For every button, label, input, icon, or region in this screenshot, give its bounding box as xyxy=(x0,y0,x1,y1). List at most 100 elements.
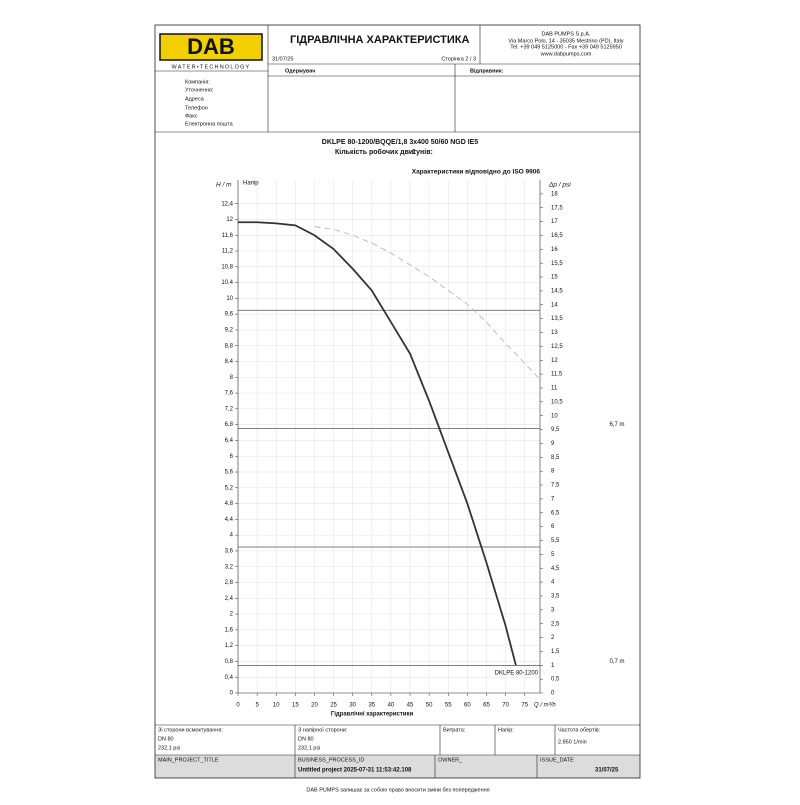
y-tick-label: 10 xyxy=(226,296,233,302)
footer-text: Витрата: xyxy=(443,727,466,733)
y-tick-label: 8 xyxy=(230,375,234,381)
y-tick-label: 7,2 xyxy=(225,406,234,412)
y2-tick-label: 17 xyxy=(551,219,558,225)
curve-label: DKLPE 80-1200 xyxy=(495,671,539,677)
y2-tick-label: 14,5 xyxy=(551,288,563,294)
y2-tick-label: 0 xyxy=(551,691,555,697)
y2-tick-label: 13,5 xyxy=(551,316,563,322)
footer-band xyxy=(155,755,640,778)
footer-text: OWNER_ xyxy=(438,757,463,763)
y-tick-label: 5,6 xyxy=(225,470,234,476)
page-number: Сторінка 2 / 3 xyxy=(441,56,476,62)
field-label: Компанія: xyxy=(185,79,210,85)
x-tick-label: 20 xyxy=(311,703,318,709)
footer-text: Untitled project 2025-07-31 11:53:42.108 xyxy=(298,768,412,774)
y-tick-label: 1,6 xyxy=(225,627,234,633)
x-tick-label: 60 xyxy=(464,703,471,709)
standard: Характеристики відповідно до ISO 9906 xyxy=(412,168,541,176)
y2-tick-label: 13 xyxy=(551,330,558,336)
y-tick-label: 12 xyxy=(226,217,233,223)
y-tick-label: 11,2 xyxy=(222,249,234,255)
y2-tick-label: 2 xyxy=(551,635,555,641)
y2-tick-label: 11,5 xyxy=(551,372,563,378)
y2-tick-label: 16,5 xyxy=(551,233,563,239)
y2-tick-label: 1 xyxy=(551,663,555,669)
recipient-label: Одержувач xyxy=(285,68,315,74)
footer-text: Частота обертів: xyxy=(558,727,601,733)
area-label: Напір xyxy=(243,181,259,187)
y-tick-label: 0 xyxy=(230,691,234,697)
y2-tick-label: 8 xyxy=(551,469,555,475)
chart-title: DKLPE 80-1200/BQQE/1,8 3x400 50/60 NGD I… xyxy=(322,139,479,146)
y-tick-label: 3,6 xyxy=(225,549,234,555)
footer-text: DN 80 xyxy=(158,736,174,742)
x-tick-label: 25 xyxy=(330,703,337,709)
field-label: Адреса xyxy=(185,96,205,102)
field-label: Уточнення: xyxy=(185,87,214,93)
y2-tick-label: 5,5 xyxy=(551,538,560,544)
field-label: Факс xyxy=(185,113,198,119)
footer-text: З напірної сторони: xyxy=(298,727,348,733)
y2-tick-label: 3 xyxy=(551,607,555,613)
x-tick-label: 45 xyxy=(407,703,414,709)
y-tick-label: 4,4 xyxy=(225,517,234,523)
footer-text: MAIN_PROJECT_TITLE xyxy=(158,757,219,763)
y2-tick-label: 15 xyxy=(551,275,558,281)
y-tick-label: 8,4 xyxy=(225,359,234,365)
footer-text: 232,1 psi xyxy=(158,745,180,751)
level-label: 0,7 m xyxy=(609,659,624,665)
y-tick-label: 2 xyxy=(230,612,234,618)
footer-text: Зі сторони всмоктування: xyxy=(158,727,223,733)
plot: 0 5 10 15 20 25 30 35 40 45 50 55 60 65 70 7500,40,81,2… xyxy=(221,180,625,709)
y-tick-label: 6,8 xyxy=(225,422,234,428)
company-line: DAB PUMPS S.p.A. xyxy=(542,31,591,37)
y2-tick-label: 12 xyxy=(551,358,558,364)
company-line: Tel. +39 049 5125000 - Fax +39 049 51259… xyxy=(510,44,622,50)
y2-tick-label: 0,5 xyxy=(551,677,560,683)
x-tick-label: 15 xyxy=(292,703,299,709)
y-tick-label: 10,8 xyxy=(221,264,233,270)
y2-tick-label: 15,5 xyxy=(551,261,563,267)
y-tick-label: 7,6 xyxy=(225,391,234,397)
y-tick-label: 0,8 xyxy=(225,659,234,665)
y-axis-label: H / m xyxy=(216,182,232,189)
y-tick-label: 6,4 xyxy=(225,438,234,444)
y-tick-label: 12,4 xyxy=(221,201,233,207)
logo: DAB xyxy=(187,34,235,59)
y-tick-label: 10,4 xyxy=(221,280,233,286)
field-label: Телефон xyxy=(185,105,208,111)
x-tick-label: 35 xyxy=(368,703,375,709)
y2-tick-label: 2,5 xyxy=(551,621,560,627)
footer-text: 2.850 1/min xyxy=(558,739,587,745)
y-tick-label: 2,8 xyxy=(225,580,234,586)
y2-tick-label: 1,5 xyxy=(551,649,560,655)
sender-label: Відправник: xyxy=(470,68,504,74)
y2-tick-label: 4,5 xyxy=(551,566,560,572)
curve xyxy=(314,226,541,380)
y2-tick-label: 14 xyxy=(551,302,558,308)
y-tick-label: 6 xyxy=(230,454,234,460)
x-tick-label: 0 xyxy=(236,703,240,709)
footer-text: Напір: xyxy=(498,727,514,733)
logo-box xyxy=(159,33,263,61)
company-line: www.dabpumps.com xyxy=(540,51,592,57)
y-tick-label: 11,6 xyxy=(222,233,234,239)
x-tick-label: 30 xyxy=(349,703,356,709)
footer-text: ISSUE_DATE xyxy=(540,757,574,763)
logo-tagline: WATER•TECHNOLOGY xyxy=(172,64,251,70)
y-tick-label: 4 xyxy=(230,533,234,539)
y2-tick-label: 9,5 xyxy=(551,427,560,433)
y2-tick-label: 4 xyxy=(551,580,555,586)
y2-tick-label: 6,5 xyxy=(551,510,560,516)
level-label: 6,7 m xyxy=(609,422,624,428)
y-tick-label: 9,2 xyxy=(225,328,234,334)
frame xyxy=(154,24,641,779)
y2-tick-label: 11 xyxy=(551,386,558,392)
x-tick-label: 70 xyxy=(502,703,509,709)
y-tick-label: 5,2 xyxy=(225,485,234,491)
y-tick-label: 2,4 xyxy=(225,596,234,602)
motors-count: 1 xyxy=(412,149,416,156)
x-tick-label: 10 xyxy=(273,703,280,709)
y2-tick-label: 10,5 xyxy=(551,399,563,405)
